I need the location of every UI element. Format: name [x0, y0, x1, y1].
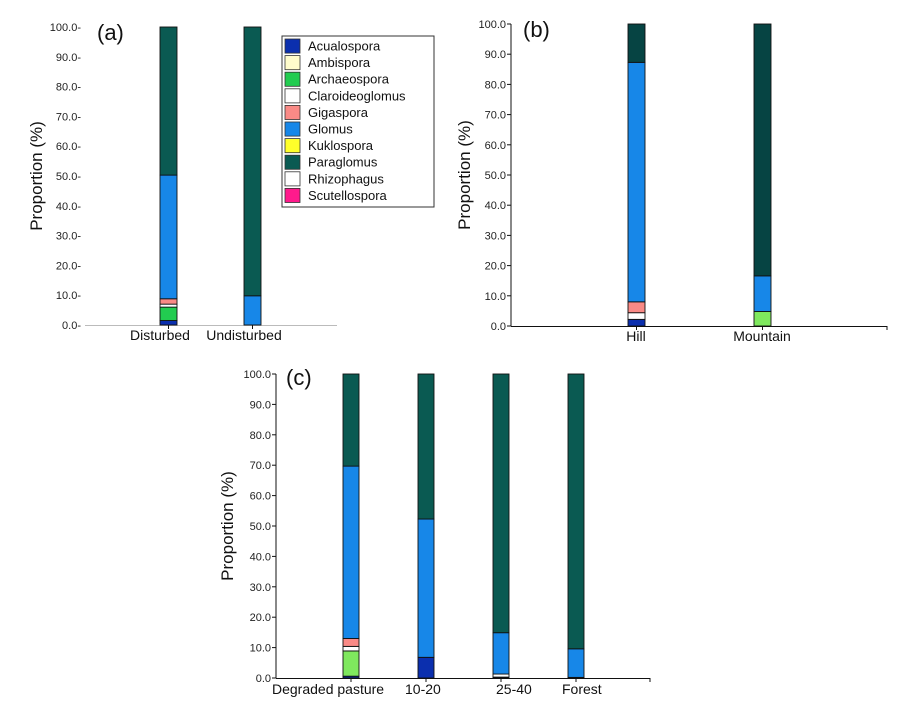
- y-axis-label: Proportion (%): [27, 121, 46, 231]
- legend-swatch-kuklospora: [284, 138, 301, 154]
- y-tick-label: 100.0: [478, 19, 506, 31]
- bar-segment-glomus: [243, 295, 262, 326]
- legend-swatch-archaeospora: [284, 71, 301, 87]
- y-tick-label: 0.0: [491, 321, 506, 333]
- y-tick-label: 10.0: [485, 291, 506, 303]
- x-tick-label: Hill: [626, 328, 645, 344]
- bar-segment-paraglomus: [342, 373, 360, 467]
- y-tick-label: 40.0: [250, 551, 271, 563]
- legend-label: Claroideoglomus: [308, 88, 406, 103]
- bar-segment-gigaspora: [159, 298, 178, 305]
- y-tick-label: 60.0: [250, 491, 271, 503]
- y-tick-label: 30.0-: [56, 231, 81, 243]
- legend-swatch-paraglomus: [284, 154, 301, 170]
- bar-segment-gigaspora: [627, 301, 646, 314]
- bar-segment-paraglomus: [567, 373, 585, 650]
- y-tick-label: 100.0: [243, 369, 271, 381]
- bar-segment-glomus: [627, 61, 646, 303]
- bar-segment-archaeospora: [159, 306, 178, 321]
- y-axis-label: Proportion (%): [218, 471, 237, 581]
- bar-segment-glomus: [567, 648, 585, 678]
- legend-swatch-acualospora: [284, 38, 301, 54]
- bar-segment-claroideoglomus: [342, 645, 360, 652]
- bar-segment-paraglomus: [492, 373, 510, 634]
- bar-segment-glomus: [159, 174, 178, 300]
- y-tick-label: 100.0-: [50, 22, 82, 34]
- legend-swatch-ambispora: [284, 55, 301, 71]
- y-tick-label: 50.0: [250, 521, 271, 533]
- y-tick-label: 80.0-: [56, 82, 81, 94]
- y-tick-label: 20.0-: [56, 260, 81, 272]
- bar-segment-glomus: [753, 275, 772, 312]
- bar-segment-paraglomus: [243, 26, 262, 297]
- bar-segment-glomus: [342, 465, 360, 639]
- panel-label: (a): [97, 20, 124, 45]
- y-tick-label: 60.0: [485, 140, 506, 152]
- panel-label: (b): [523, 17, 550, 42]
- y-tick-label: 90.0: [485, 49, 506, 61]
- y-tick-label: 80.0: [485, 79, 506, 91]
- bar-segment-paraglomus: [753, 23, 772, 277]
- legend-swatch-claroideoglomus: [284, 88, 301, 104]
- y-tick-label: 70.0: [250, 460, 271, 472]
- y-tick-label: 20.0: [485, 261, 506, 273]
- bar-segment-glomus: [417, 518, 435, 658]
- x-tick-label: Disturbed: [130, 327, 190, 343]
- y-tick-label: 70.0-: [56, 111, 81, 123]
- legend-box: [281, 35, 435, 208]
- bar-segment-claroideoglomus: [492, 673, 510, 678]
- y-tick-label: 50.0-: [56, 171, 81, 183]
- bar-segment-paraglomus: [417, 373, 435, 520]
- legend-label: Glomus: [308, 122, 353, 137]
- legend-label: Archaeospora: [308, 72, 390, 87]
- y-tick-label: 10.0-: [56, 290, 81, 302]
- y-tick-label: 90.0: [250, 399, 271, 411]
- y-tick-label: 70.0: [485, 110, 506, 122]
- y-tick-label: 40.0: [485, 200, 506, 212]
- y-tick-label: 0.0: [256, 673, 271, 685]
- bar-segment-acualospora: [627, 318, 646, 327]
- legend-swatch-rhizophagus: [284, 171, 301, 187]
- panel-label: (c): [286, 365, 312, 390]
- y-tick-label: 10.0: [250, 643, 271, 655]
- y-tick-label: 60.0-: [56, 141, 81, 153]
- legend-swatch-glomus: [284, 121, 301, 137]
- y-tick-label: 0.0-: [62, 320, 81, 332]
- legend-label: Acualospora: [308, 39, 381, 54]
- y-tick-label: 30.0: [250, 582, 271, 594]
- x-tick-label: Mountain: [733, 328, 791, 344]
- y-tick-label: 20.0: [250, 612, 271, 624]
- legend-label: Rhizophagus: [308, 171, 384, 186]
- y-tick-label: 50.0: [485, 170, 506, 182]
- bar-segment-archaeospora: [342, 650, 360, 677]
- legend-label: Gigaspora: [308, 105, 369, 120]
- bar-segment-glomus: [492, 632, 510, 675]
- legend-label: Paraglomus: [308, 155, 378, 170]
- x-tick-label: Undisturbed: [206, 327, 282, 343]
- x-tick-label: Degraded pasture: [272, 681, 384, 697]
- legend-label: Kuklospora: [308, 138, 374, 153]
- legend-swatch-scutellospora: [284, 187, 301, 203]
- y-axis-label: Proportion (%): [455, 120, 474, 230]
- bar-segment-claroideoglomus: [627, 312, 646, 320]
- legend-label: Scutellospora: [308, 188, 388, 203]
- bar-segment-archaeospora: [753, 311, 772, 327]
- y-tick-label: 80.0: [250, 430, 271, 442]
- legend-swatch-gigaspora: [284, 105, 301, 120]
- x-tick-label: Forest: [562, 681, 602, 697]
- bar-segment-acualospora: [159, 320, 178, 326]
- y-tick-label: 30.0: [485, 230, 506, 242]
- bar-segment-gigaspora: [342, 638, 360, 647]
- bar-segment-paraglomus: [627, 23, 646, 63]
- y-tick-label: 90.0-: [56, 52, 81, 64]
- bar-segment-acualospora: [417, 656, 435, 679]
- x-tick-label: 25-40: [496, 681, 532, 697]
- legend-label: Ambispora: [308, 55, 371, 70]
- x-tick-label: 10-20: [405, 681, 441, 697]
- bar-segment-paraglomus: [159, 26, 178, 176]
- y-tick-label: 40.0-: [56, 201, 81, 213]
